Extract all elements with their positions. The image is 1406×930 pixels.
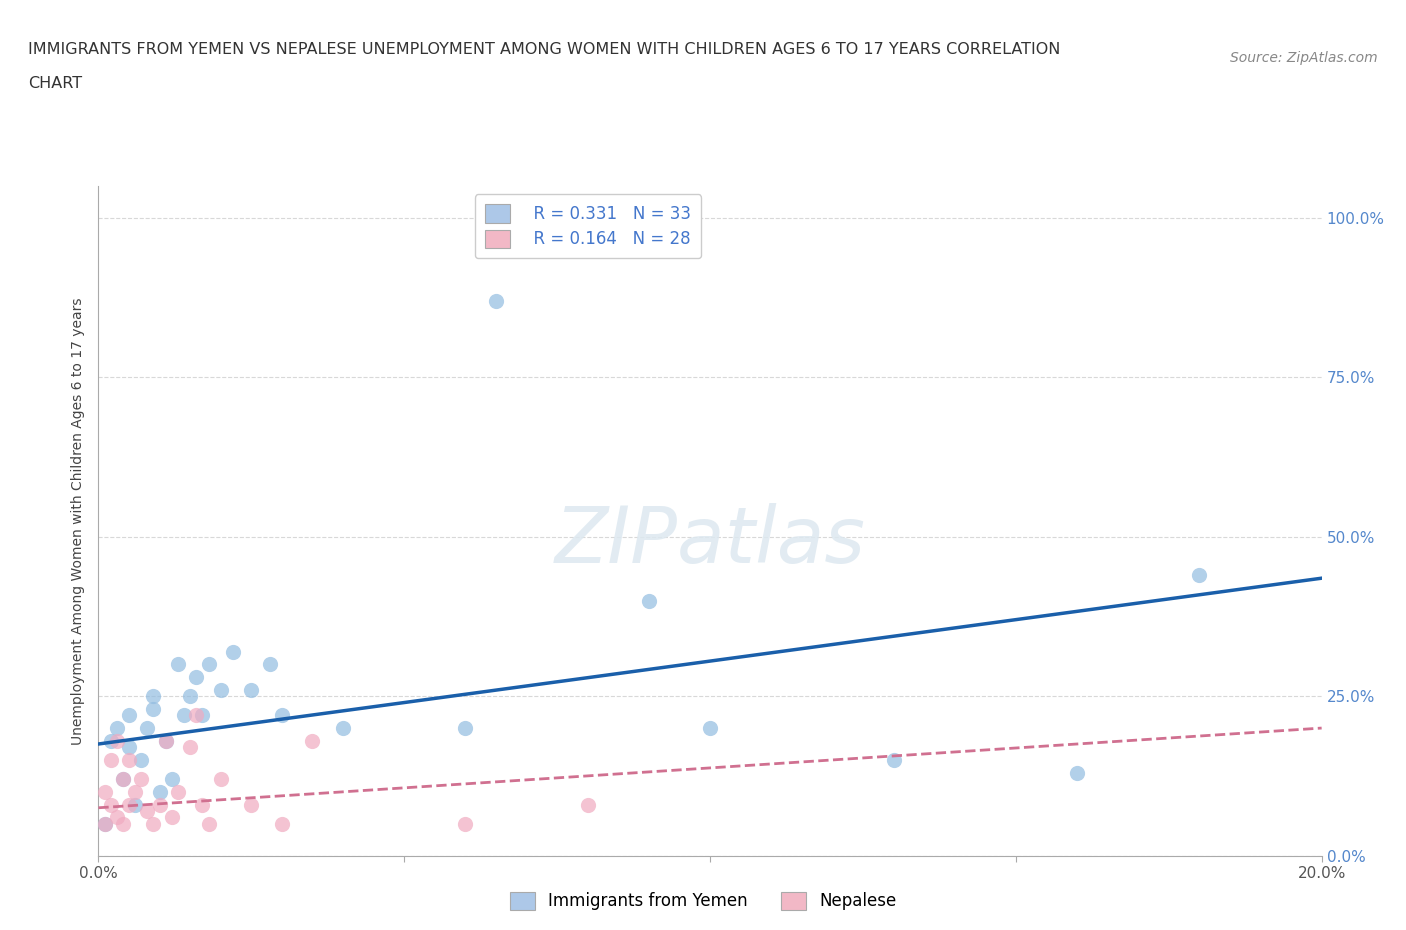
Point <box>454 817 477 831</box>
Point <box>191 708 214 723</box>
Point <box>454 721 477 736</box>
Point <box>259 657 281 671</box>
Point <box>576 797 599 812</box>
Point <box>124 797 146 812</box>
Point <box>209 772 232 787</box>
Point <box>209 683 232 698</box>
Point <box>167 784 190 799</box>
Point <box>136 721 159 736</box>
Text: IMMIGRANTS FROM YEMEN VS NEPALESE UNEMPLOYMENT AMONG WOMEN WITH CHILDREN AGES 6 : IMMIGRANTS FROM YEMEN VS NEPALESE UNEMPL… <box>28 42 1060 57</box>
Point <box>105 810 128 825</box>
Point <box>111 772 134 787</box>
Point <box>100 734 122 749</box>
Text: Source: ZipAtlas.com: Source: ZipAtlas.com <box>1230 51 1378 65</box>
Point <box>197 817 219 831</box>
Point <box>93 784 115 799</box>
Point <box>142 701 165 716</box>
Point <box>1066 765 1088 780</box>
Point <box>186 708 208 723</box>
Point <box>111 772 134 787</box>
Point <box>270 817 292 831</box>
Point <box>100 752 122 767</box>
Y-axis label: Unemployment Among Women with Children Ages 6 to 17 years: Unemployment Among Women with Children A… <box>72 297 86 745</box>
Legend: Immigrants from Yemen, Nepalese: Immigrants from Yemen, Nepalese <box>503 885 903 917</box>
Text: ZIPatlas: ZIPatlas <box>554 503 866 578</box>
Point <box>222 644 245 659</box>
Point <box>105 721 128 736</box>
Point <box>149 797 172 812</box>
Point <box>149 784 172 799</box>
Point <box>485 293 508 308</box>
Point <box>332 721 354 736</box>
Point <box>240 683 263 698</box>
Point <box>197 657 219 671</box>
Text: CHART: CHART <box>28 76 82 91</box>
Point <box>118 797 141 812</box>
Point <box>191 797 214 812</box>
Point <box>301 734 323 749</box>
Point <box>129 752 152 767</box>
Point <box>270 708 292 723</box>
Point <box>93 817 115 831</box>
Point <box>155 734 177 749</box>
Point <box>173 708 195 723</box>
Point <box>179 689 201 704</box>
Point <box>186 670 208 684</box>
Point <box>155 734 177 749</box>
Point <box>100 797 122 812</box>
Point <box>1188 567 1211 582</box>
Legend:   R = 0.331   N = 33,   R = 0.164   N = 28: R = 0.331 N = 33, R = 0.164 N = 28 <box>475 194 700 259</box>
Point <box>142 817 165 831</box>
Point <box>240 797 263 812</box>
Point <box>160 772 183 787</box>
Point <box>699 721 721 736</box>
Point <box>167 657 190 671</box>
Point <box>129 772 152 787</box>
Point <box>124 784 146 799</box>
Point <box>111 817 134 831</box>
Point <box>118 708 141 723</box>
Point <box>160 810 183 825</box>
Point <box>118 739 141 754</box>
Point <box>136 804 159 818</box>
Point <box>142 689 165 704</box>
Point <box>118 752 141 767</box>
Point <box>105 734 128 749</box>
Point <box>637 593 661 608</box>
Point <box>179 739 201 754</box>
Point <box>93 817 115 831</box>
Point <box>883 752 905 767</box>
